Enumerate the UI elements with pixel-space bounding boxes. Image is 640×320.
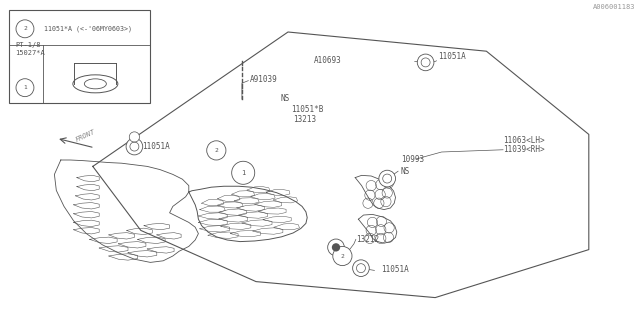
Circle shape: [379, 170, 396, 187]
Circle shape: [16, 79, 34, 97]
Text: 1: 1: [23, 85, 27, 90]
Circle shape: [353, 260, 369, 276]
Text: 11063<LH>: 11063<LH>: [503, 136, 545, 145]
Text: 11051*A (<-'06MY0603>): 11051*A (<-'06MY0603>): [44, 26, 132, 32]
Ellipse shape: [84, 79, 106, 89]
Circle shape: [16, 20, 34, 38]
Text: 10993: 10993: [401, 156, 424, 164]
Text: 11051A: 11051A: [438, 52, 466, 61]
Circle shape: [207, 141, 226, 160]
Text: 13212: 13212: [356, 235, 379, 244]
Circle shape: [417, 54, 434, 71]
Text: A91039: A91039: [250, 75, 277, 84]
Text: PT-1/8: PT-1/8: [15, 42, 41, 48]
Text: 2: 2: [23, 26, 27, 31]
Bar: [9, 10, 150, 103]
Text: 15027*A: 15027*A: [15, 51, 45, 56]
Text: 1: 1: [241, 170, 245, 176]
Circle shape: [126, 138, 143, 155]
Text: 13213: 13213: [293, 115, 316, 124]
Ellipse shape: [73, 75, 118, 93]
Circle shape: [232, 161, 255, 184]
Text: A10693: A10693: [314, 56, 341, 65]
Text: FRONT: FRONT: [74, 129, 96, 143]
Text: 11051A: 11051A: [142, 142, 170, 151]
Text: A006001183: A006001183: [593, 4, 635, 10]
Circle shape: [328, 239, 344, 256]
Text: NS: NS: [280, 94, 289, 103]
Circle shape: [332, 243, 340, 252]
Text: 2: 2: [340, 253, 344, 259]
Text: NS: NS: [401, 167, 410, 176]
Text: 11051A: 11051A: [381, 265, 408, 274]
Text: 2: 2: [214, 148, 218, 153]
Text: 11051*B: 11051*B: [291, 105, 324, 114]
Circle shape: [129, 132, 140, 142]
Circle shape: [333, 246, 352, 266]
Text: 11039<RH>: 11039<RH>: [503, 145, 545, 154]
